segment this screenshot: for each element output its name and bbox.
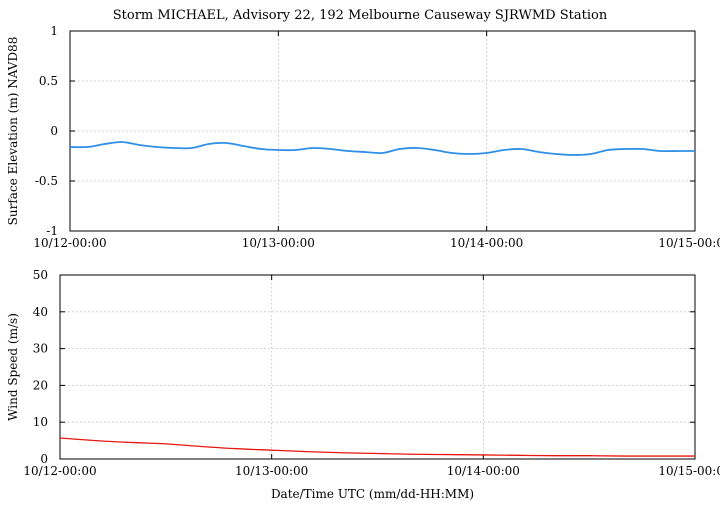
y-tick-label: -0.5 <box>35 174 58 188</box>
x-tick-label: 10/15-00:00 <box>658 236 720 250</box>
x-tick-label: 10/13-00:00 <box>242 236 315 250</box>
wind-speed-series-line <box>59 437 695 457</box>
x-tick-label: 10/12-00:00 <box>23 464 96 478</box>
y-tick-label: 40 <box>33 305 48 319</box>
chart-title: Storm MICHAEL, Advisory 22, 192 Melbourn… <box>113 8 608 23</box>
y-tick-label: -1 <box>46 224 58 238</box>
x-tick-label: 10/13-00:00 <box>235 464 308 478</box>
y-axis-title: Wind Speed (m/s) <box>6 313 20 421</box>
plot-frame <box>59 274 696 460</box>
y-tick-label: 20 <box>33 378 48 392</box>
x-tick-label: 10/14-00:00 <box>447 464 520 478</box>
x-tick-label: 10/15-00:00 <box>658 464 720 478</box>
y-tick-label: 10 <box>33 415 48 429</box>
surface-elevation-series-line <box>69 141 695 156</box>
surface-elevation-panel: -1 -0.5 0 0.5 1 10/12-00:00 10/13-00:00 10/14-0… <box>6 24 720 250</box>
x-tick-label: 10/14-00:00 <box>450 236 523 250</box>
y-tick-label: 0 <box>40 452 48 466</box>
y-tick-label: 50 <box>33 268 48 282</box>
wind-speed-panel: 0 10 20 30 40 50 10/12-00:00 10/13-00:00 10/14-0… <box>6 268 720 501</box>
x-axis-title: Date/Time UTC (mm/dd-HH:MM) <box>271 487 474 501</box>
y-tick-label: 0 <box>50 124 58 138</box>
y-tick-label: 0.5 <box>39 74 58 88</box>
y-tick-label: 1 <box>50 24 58 38</box>
x-tick-label: 10/12-00:00 <box>33 236 106 250</box>
y-axis-title: Surface Elevation (m) NAVD88 <box>6 37 20 226</box>
y-tick-label: 30 <box>33 342 48 356</box>
